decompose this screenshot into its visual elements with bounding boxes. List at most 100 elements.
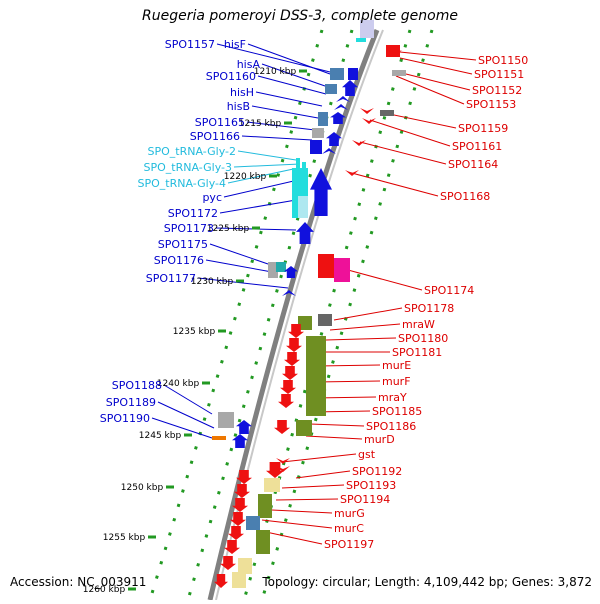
right-label-connector [369, 119, 451, 147]
left-feature-labels: SPO1157 hisFhisASPO1160hisHhisBSPO1165SPO… [100, 38, 261, 425]
gene-box [212, 436, 226, 440]
right-label-connector [399, 57, 473, 75]
gene-arrow-reverse [282, 366, 298, 380]
left-label-connector [223, 179, 299, 198]
right-feature-label: SPO1186 [366, 420, 416, 433]
right-feature-label: SPO1159 [458, 122, 508, 135]
right-feature-label: SPO1168 [440, 190, 490, 203]
right-feature-label: mraY [378, 391, 407, 404]
gene-box [325, 84, 337, 94]
topology-text: Topology: circular; Length: 4,109,442 bp… [262, 575, 592, 589]
left-feature-label: SPO1172 [168, 207, 218, 220]
gene-box [276, 262, 286, 272]
gene-box [258, 494, 272, 518]
left-label-connector [261, 63, 326, 87]
gene-box [218, 412, 234, 428]
gene-arrow-forward [310, 168, 332, 216]
gene-box [330, 68, 344, 80]
left-feature-label: SPO_tRNA-Gly-4 [138, 177, 226, 190]
gene-box [356, 38, 366, 42]
right-label-connectors [261, 51, 477, 545]
scale-label: 1245 kbp [139, 431, 182, 441]
right-feature-label: murF [382, 375, 411, 388]
gene-arrow-forward [284, 266, 298, 278]
left-label-connector [255, 91, 323, 107]
right-feature-label: SPO1174 [424, 284, 474, 297]
right-feature-label: SPO1181 [392, 346, 442, 359]
gene-arrow-reverse [345, 170, 359, 176]
right-label-connector [309, 423, 365, 427]
gene-arrow-reverse [352, 140, 366, 146]
genome-backbone-highlight [215, 29, 384, 601]
left-feature-label: pyc [202, 191, 222, 204]
right-label-connector [347, 171, 439, 197]
right-label-connector [305, 435, 363, 440]
right-label-connector [271, 509, 333, 514]
right-feature-label: murG [334, 507, 365, 520]
map-title: Ruegeria pomeroyi DSS-3, complete genome [142, 8, 458, 24]
right-label-connector [395, 75, 465, 105]
left-feature-label: SPO_tRNA-Gly-2 [148, 145, 236, 158]
gene-arrow-reverse [284, 352, 300, 366]
gene-arrow-reverse [286, 338, 302, 352]
left-label-connector [241, 135, 313, 141]
left-feature-label: SPO1173 [164, 222, 214, 235]
scale-label: 1235 kbp [173, 327, 216, 337]
gene-arrow-reverse [278, 394, 294, 408]
left-feature-label: hisH [230, 86, 254, 99]
right-label-connector [315, 380, 381, 383]
scale-label: 1215 kbp [239, 119, 282, 129]
right-feature-label: SPO1185 [372, 405, 422, 418]
gene-arrow-reverse [280, 380, 296, 394]
left-label-connector [157, 401, 215, 429]
gene-features [212, 20, 406, 588]
gene-box [298, 316, 312, 330]
left-label-connector [227, 167, 299, 184]
gene-box [238, 558, 252, 574]
right-feature-label: SPO1194 [340, 493, 390, 506]
gene-box [264, 478, 280, 492]
gene-arrow-reverse [288, 324, 304, 338]
right-label-connector [275, 498, 339, 501]
gene-arrow-reverse [362, 118, 376, 124]
left-label-connector [246, 121, 316, 131]
left-feature-label: SPO1189 [106, 396, 156, 409]
left-feature-label: SPO1157 [165, 38, 215, 51]
right-label-connector [261, 519, 333, 529]
right-label-connector [405, 73, 471, 91]
gene-arrow-forward [296, 222, 314, 244]
left-label-connectors [151, 43, 331, 439]
gene-arrow-forward [342, 80, 358, 96]
right-feature-label: SPO1178 [404, 302, 454, 315]
left-label-connector [233, 163, 301, 168]
scale-label: 1210 kbp [254, 67, 297, 77]
right-feature-label: SPO1192 [352, 465, 402, 478]
gene-box [246, 516, 260, 530]
right-feature-label: mraW [402, 318, 435, 331]
left-feature-label: SPO1175 [158, 238, 208, 251]
gene-box [386, 45, 400, 57]
gene-box [256, 530, 270, 554]
gene-arrow-forward [322, 148, 336, 154]
left-label-connector [209, 243, 269, 265]
gene-box [268, 262, 278, 278]
left-feature-label: SPO1165 [195, 116, 245, 129]
gene-arrow-forward [330, 112, 346, 124]
gene-arrow-reverse [214, 574, 228, 588]
gene-arrow-reverse [236, 470, 252, 484]
right-feature-label: SPO1161 [452, 140, 502, 153]
gene-arrow-reverse [224, 540, 240, 554]
gene-arrow-reverse [266, 462, 284, 478]
gene-arrow-reverse [228, 526, 244, 540]
right-feature-label: SPO1180 [398, 332, 448, 345]
left-feature-label: SPO1166 [190, 130, 240, 143]
right-feature-label: SPO1150 [478, 54, 528, 67]
gene-box [360, 20, 374, 38]
right-label-connector [281, 484, 345, 489]
left-label-connector [197, 277, 289, 289]
right-feature-label: SPO1193 [346, 479, 396, 492]
right-feature-label: gst [358, 448, 376, 461]
left-label-connector [205, 259, 273, 273]
right-feature-label: murD [364, 433, 395, 446]
scale-label: 1230 kbp [191, 277, 234, 287]
